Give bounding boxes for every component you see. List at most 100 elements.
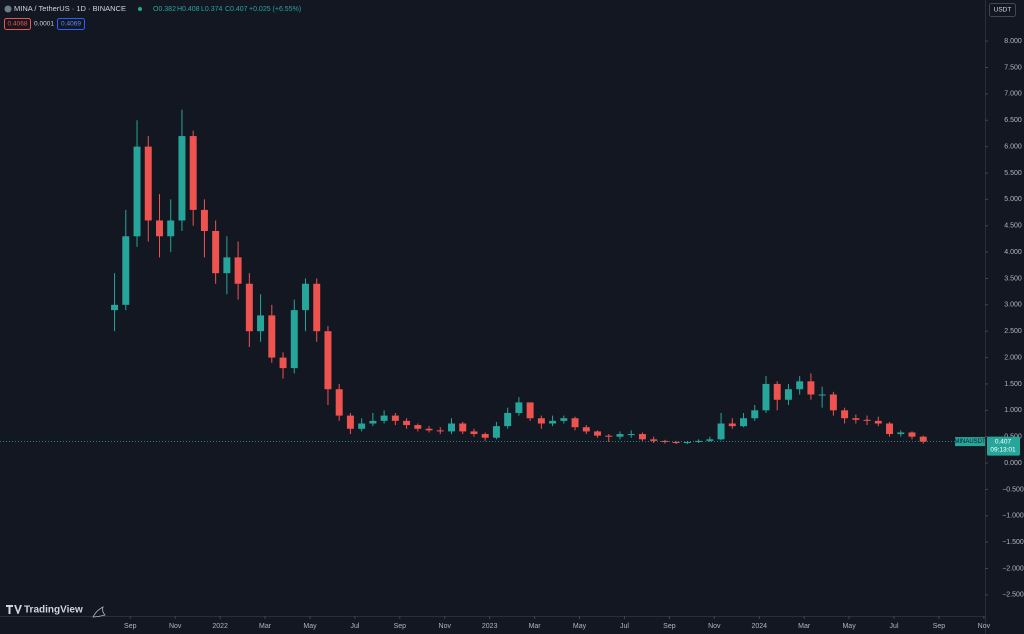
candle-body — [189, 136, 197, 210]
candle-body — [773, 383, 781, 400]
y-tick-label: 5.500 — [1004, 170, 1022, 177]
candle-body — [908, 432, 916, 437]
y-tick-label: 3.500 — [1004, 275, 1022, 282]
candle-body — [841, 410, 849, 419]
candle-body — [156, 220, 163, 237]
candle-body — [481, 434, 489, 438]
sell-button[interactable] — [4, 18, 31, 30]
brand-name[interactable]: TradingView — [24, 605, 83, 616]
candle-body — [268, 315, 276, 358]
x-tick-label: Mar — [529, 623, 542, 630]
candle-body — [728, 423, 736, 427]
y-tick-label: 5.000 — [1004, 196, 1022, 203]
candle-body — [706, 439, 714, 441]
ohlc-change: +0.025 (+6.55%) — [249, 6, 301, 13]
buy-price[interactable]: 0.4069 — [61, 21, 81, 28]
x-tick-label: May — [842, 623, 856, 630]
sell-price[interactable]: 0.4068 — [8, 21, 28, 28]
y-tick-label: −2.500 — [1002, 592, 1024, 599]
candle-body — [234, 257, 242, 284]
candle-body — [560, 418, 568, 421]
symbol-title[interactable]: MINA / TetherUS · 1D · BINANCE — [14, 4, 126, 13]
x-tick-label: May — [573, 623, 587, 630]
candle-body — [459, 423, 467, 432]
candle-body — [886, 423, 894, 435]
y-tick-label: 8.000 — [1004, 38, 1022, 45]
candle-body — [346, 415, 354, 429]
candle-body — [616, 434, 624, 437]
candle-body — [257, 315, 265, 332]
candle-body — [470, 431, 478, 435]
candle-body — [122, 236, 130, 305]
candle-body — [245, 283, 253, 332]
y-tick-label: −0.500 — [1002, 486, 1024, 493]
y-tick-label: 0.000 — [1004, 460, 1022, 467]
candle-body — [751, 410, 759, 419]
status-dot — [138, 7, 142, 11]
candle-body — [144, 146, 152, 221]
candle-body — [358, 423, 366, 429]
currency-button[interactable] — [989, 3, 1016, 17]
y-tick-label: 7.000 — [1004, 91, 1022, 98]
candle-body — [605, 435, 613, 437]
candle-body — [526, 402, 534, 419]
y-tick-label: 2.000 — [1004, 354, 1022, 361]
ohlc-open: O0.382 — [153, 6, 176, 13]
y-tick-label: 7.500 — [1004, 64, 1022, 71]
candle-body — [133, 146, 141, 237]
x-tick-label: 2023 — [482, 623, 498, 630]
x-tick-label: Jul — [350, 623, 359, 630]
symbol-tag-label: MINAUSDT — [954, 439, 986, 445]
symbol-icon — [4, 5, 12, 13]
candle-body — [200, 209, 208, 231]
x-tick-label: 2024 — [751, 623, 767, 630]
candle-body — [380, 415, 388, 421]
y-tick-label: 4.500 — [1004, 223, 1022, 230]
candle-body — [302, 283, 309, 311]
candle-body — [627, 434, 635, 436]
candle-body — [324, 331, 332, 390]
ohlc-high: H0.408 — [177, 6, 200, 13]
candle-body — [796, 381, 804, 390]
candle-body — [178, 136, 186, 221]
candle-body — [672, 441, 680, 443]
y-tick-label: −1.500 — [1002, 539, 1024, 546]
candle-body — [436, 430, 444, 432]
y-tick-label: 2.500 — [1004, 328, 1022, 335]
candle-body — [762, 383, 770, 411]
candle-body — [683, 441, 691, 443]
buy-button[interactable] — [57, 18, 85, 30]
candle-body — [335, 389, 343, 416]
x-tick-label: Sep — [124, 623, 137, 630]
candle-body — [594, 431, 601, 436]
x-tick-label: May — [303, 623, 317, 630]
candle-body — [897, 432, 905, 435]
candle-body — [582, 427, 590, 432]
x-tick-label: Nov — [978, 623, 991, 630]
candle-body — [818, 394, 826, 396]
candle-body — [863, 419, 871, 421]
y-tick-label: 3.000 — [1004, 302, 1022, 309]
x-tick-label: Sep — [663, 623, 676, 630]
candle-body — [515, 402, 523, 413]
candle-body — [874, 420, 882, 424]
ohlc-low: L0.374 — [201, 6, 223, 13]
candle-body — [167, 220, 175, 237]
candle-body — [403, 420, 411, 426]
candle-body — [650, 439, 658, 441]
x-tick-label: Nov — [169, 623, 182, 630]
candle-body — [919, 436, 927, 442]
y-tick-label: 1.500 — [1004, 381, 1022, 388]
candle-body — [537, 418, 545, 424]
x-tick-label: Sep — [933, 623, 946, 630]
candle-body — [695, 440, 703, 442]
countdown: 09:13:01 — [990, 446, 1016, 453]
x-tick-label: Nov — [708, 623, 721, 630]
currency[interactable]: USDT — [994, 7, 1012, 14]
candle-body — [448, 423, 455, 432]
y-tick-label: −1.000 — [1002, 513, 1024, 520]
brand-logo — [6, 605, 22, 614]
x-tick-label: Jul — [620, 623, 629, 630]
candle-body — [852, 418, 860, 420]
